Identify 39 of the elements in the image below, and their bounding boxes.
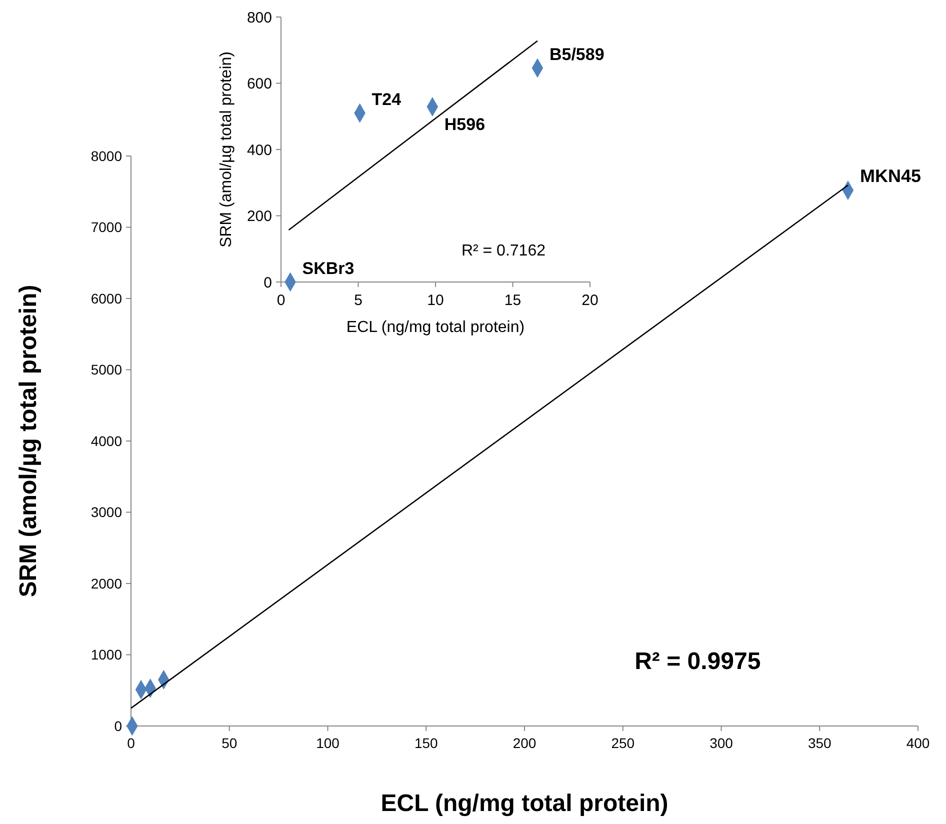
y-tick-label: 6000 bbox=[90, 290, 122, 306]
x-tick-label: 0 bbox=[127, 735, 136, 751]
annotation: MKN45 bbox=[860, 166, 921, 186]
y-tick-label: 200 bbox=[246, 208, 272, 225]
annotation: B5/589 bbox=[549, 45, 604, 64]
x-tick-label: 50 bbox=[222, 735, 238, 751]
annotation: R² = 0.9975 bbox=[634, 648, 761, 675]
y-tick-label: 0 bbox=[264, 274, 272, 292]
y-tick-label: 4000 bbox=[90, 432, 122, 449]
x-tick-label: 100 bbox=[316, 735, 340, 751]
x-tick-label: 300 bbox=[710, 735, 734, 751]
y-tick-label: 3000 bbox=[90, 504, 122, 520]
y-tick-label: 800 bbox=[246, 9, 272, 26]
x-tick-label: 400 bbox=[906, 735, 930, 751]
x-tick-label: 250 bbox=[611, 735, 635, 751]
x-axis-title: ECL (ng/mg total protein) bbox=[380, 790, 668, 817]
x-tick-label: 15 bbox=[504, 292, 522, 309]
annotation: H596 bbox=[444, 114, 486, 134]
y-tick-label: 1000 bbox=[90, 646, 122, 663]
annotation: SKBr3 bbox=[302, 259, 354, 278]
annotation: R² = 0.7162 bbox=[461, 242, 546, 260]
y-tick-label: 7000 bbox=[90, 219, 122, 236]
x-tick-label: 5 bbox=[354, 292, 362, 309]
y-tick-label: 8000 bbox=[90, 148, 122, 164]
y-tick-label: 400 bbox=[246, 142, 272, 159]
y-tick-label: 2000 bbox=[90, 575, 122, 592]
y-tick-label: 0 bbox=[114, 718, 122, 734]
y-axis-title: SRM (amol/µg total protein) bbox=[218, 52, 235, 248]
x-tick-label: 20 bbox=[582, 292, 598, 309]
x-axis-title: ECL (ng/mg total protein) bbox=[346, 319, 525, 336]
x-tick-label: 200 bbox=[512, 735, 536, 751]
y-tick-label: 600 bbox=[246, 76, 272, 92]
x-tick-label: 0 bbox=[276, 292, 286, 309]
x-tick-label: 150 bbox=[414, 735, 438, 751]
x-tick-label: 350 bbox=[808, 735, 832, 751]
y-axis-title: SRM (amol/µg total protein) bbox=[15, 284, 42, 598]
annotation: T24 bbox=[372, 90, 402, 110]
y-tick-label: 5000 bbox=[90, 362, 122, 378]
x-tick-label: 10 bbox=[427, 292, 444, 309]
